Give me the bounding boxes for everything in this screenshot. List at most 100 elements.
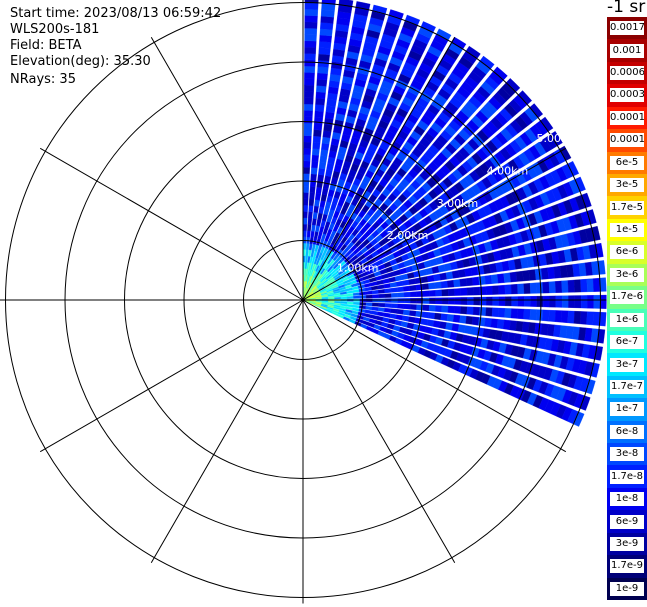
range-gate-cell bbox=[303, 167, 310, 174]
azimuth-spoke bbox=[39, 147, 304, 301]
range-gate-cell bbox=[441, 289, 449, 297]
range-gate-cell bbox=[435, 305, 443, 313]
range-gate-cell bbox=[305, 249, 309, 257]
range-gate-cell bbox=[304, 91, 314, 99]
range-gate-cell bbox=[491, 285, 500, 295]
range-gate-cell bbox=[323, 207, 330, 216]
range-gate-cell bbox=[397, 292, 405, 298]
range-gate-cell bbox=[303, 249, 306, 256]
colorbar-tick-label: 1.7e-8 bbox=[610, 469, 644, 484]
range-gate-cell bbox=[448, 297, 455, 305]
range-gate-cell bbox=[384, 307, 392, 313]
range-gate-cell bbox=[426, 319, 435, 327]
range-gate-cell bbox=[310, 173, 317, 181]
range-gate-cell bbox=[304, 46, 317, 54]
range-gate-cell bbox=[304, 59, 316, 67]
range-gate-cell bbox=[384, 288, 392, 294]
colorbar-tick-label: 1.7e-7 bbox=[610, 379, 644, 394]
range-gate-cell bbox=[316, 72, 328, 81]
range-gate-cell bbox=[317, 60, 330, 68]
range-gate-cell bbox=[529, 309, 537, 321]
range-gate-cell bbox=[435, 297, 443, 305]
colorbar-tick-label: 3e-5 bbox=[610, 178, 644, 193]
range-gate-cell bbox=[318, 206, 325, 214]
range-gate-cell bbox=[377, 284, 385, 290]
range-gate-cell bbox=[316, 79, 328, 87]
range-gate-cell bbox=[391, 303, 398, 309]
range-gate-cell bbox=[391, 298, 398, 303]
range-gate-cell bbox=[466, 306, 474, 315]
range-gate-cell bbox=[410, 291, 417, 298]
range-gate-cell bbox=[433, 273, 441, 282]
colorbar-unit-label: -1 sr bbox=[607, 0, 646, 17]
range-gate-cell bbox=[319, 226, 325, 234]
range-gate-cell bbox=[372, 294, 379, 299]
range-gate-cell bbox=[391, 292, 398, 298]
range-gate-cell bbox=[428, 305, 436, 312]
range-gate-cell bbox=[397, 303, 405, 309]
range-gate-cell bbox=[542, 281, 550, 294]
range-gate-cell bbox=[346, 301, 354, 305]
range-gate-cell bbox=[486, 296, 493, 306]
range-gate-cell bbox=[375, 275, 383, 281]
range-gate-cell bbox=[421, 311, 429, 319]
range-gate-cell bbox=[453, 279, 461, 288]
range-gate-cell bbox=[439, 321, 447, 330]
range-gate-cell bbox=[467, 297, 474, 306]
range-gate-cell bbox=[313, 129, 322, 137]
range-gate-cell bbox=[303, 255, 306, 263]
range-gate-cell bbox=[561, 295, 569, 308]
range-gate-cell bbox=[580, 295, 588, 309]
range-gate-cell bbox=[304, 2, 319, 10]
range-gate-cell bbox=[403, 298, 411, 304]
range-gate-cell bbox=[311, 154, 319, 162]
range-ring-label: 4.00km bbox=[487, 164, 529, 177]
range-gate-cell bbox=[303, 186, 309, 193]
range-gate-cell bbox=[579, 311, 588, 325]
range-gate-cell bbox=[549, 295, 557, 308]
range-gate-cell bbox=[509, 320, 518, 331]
colorbar-tick-label: 3e-9 bbox=[610, 536, 644, 551]
range-gate-cell bbox=[542, 295, 550, 308]
colorbar-tick-label: 1e-8 bbox=[610, 492, 644, 507]
range-gate-cell bbox=[402, 309, 411, 316]
range-gate-cell bbox=[309, 192, 315, 200]
range-gate-cell bbox=[536, 295, 544, 308]
range-ring-label: 5.00km bbox=[537, 132, 579, 145]
device-text: WLS200s-181 bbox=[10, 22, 100, 37]
range-gate-cell bbox=[316, 218, 322, 227]
range-gate-cell bbox=[304, 84, 315, 92]
azimuth-spoke bbox=[150, 36, 304, 301]
colorbar-tick-label: 6e-5 bbox=[610, 155, 644, 170]
range-gate-cell bbox=[312, 211, 318, 220]
range-gate-cell bbox=[574, 295, 582, 309]
range-gate-cell bbox=[365, 294, 373, 299]
range-gate-cell bbox=[303, 148, 311, 155]
range-gate-cell bbox=[381, 273, 389, 280]
range-gate-cell bbox=[496, 319, 505, 330]
range-gate-cell bbox=[309, 186, 316, 194]
range-gate-cell bbox=[365, 302, 373, 307]
range-gate-cell bbox=[318, 168, 326, 176]
range-gate-cell bbox=[364, 286, 372, 292]
range-gate-cell bbox=[314, 110, 324, 118]
range-gate-cell bbox=[384, 303, 392, 308]
range-gate-cell bbox=[587, 295, 594, 309]
range-gate-cell bbox=[315, 193, 321, 201]
azimuth-spoke bbox=[302, 299, 567, 453]
range-gate-cell bbox=[420, 276, 429, 284]
range-gate-cell bbox=[510, 284, 519, 295]
range-gate-cell bbox=[372, 302, 379, 307]
colorbar-tick-label: 6e-9 bbox=[610, 514, 644, 529]
range-gate-cell bbox=[447, 288, 455, 297]
range-gate-cell bbox=[334, 297, 342, 300]
range-gate-cell bbox=[304, 21, 318, 29]
range-gate-cell bbox=[320, 22, 334, 30]
range-gate-cell bbox=[303, 154, 311, 162]
range-gate-cell bbox=[427, 274, 435, 283]
range-gate-cell bbox=[371, 285, 379, 291]
range-gate-cell bbox=[304, 72, 315, 80]
range-gate-cell bbox=[364, 282, 372, 288]
colorbar-tick-label: 1.7e-5 bbox=[610, 200, 644, 215]
range-gate-cell bbox=[400, 321, 409, 328]
